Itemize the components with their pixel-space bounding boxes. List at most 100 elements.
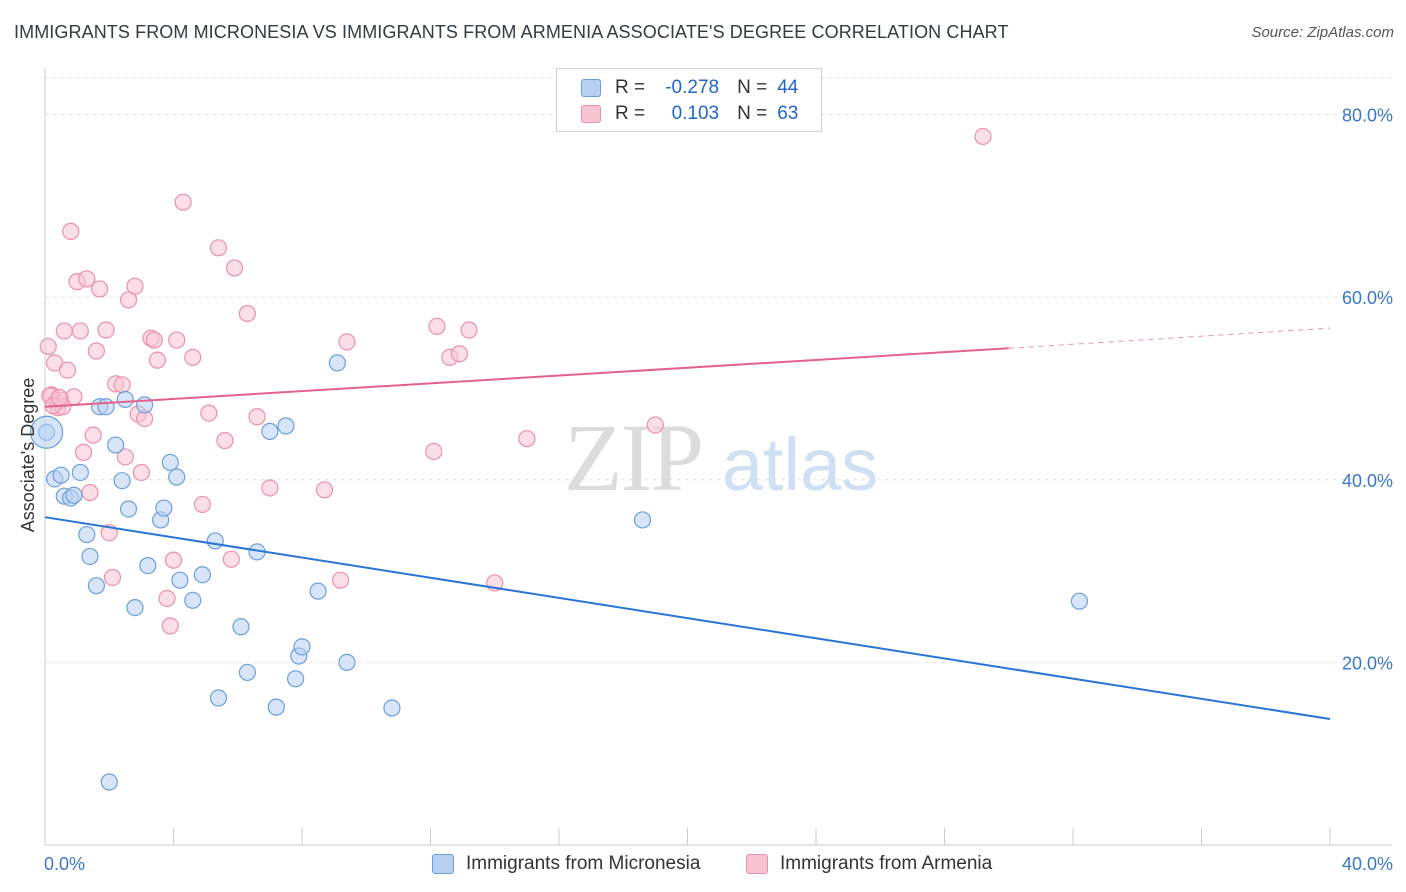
source-credit: Source: ZipAtlas.com <box>1251 24 1394 41</box>
armenia-point <box>91 280 109 298</box>
armenia-point <box>113 376 131 394</box>
micronesia-point <box>261 422 279 440</box>
micronesia-point <box>209 689 228 707</box>
armenia-point <box>174 193 192 211</box>
n-value-armenia: 63 <box>777 103 799 124</box>
micronesia-point <box>184 591 202 609</box>
armenia-point <box>145 331 163 349</box>
watermark: ZIP atlas <box>564 404 878 511</box>
r-label: R = <box>615 77 646 98</box>
r-label: R = <box>615 103 646 124</box>
y-tick-label: 80.0% <box>1342 106 1393 126</box>
legend-row-armenia: R = 0.103 N = 63 <box>581 102 798 126</box>
armenia-legend-swatch <box>746 854 768 874</box>
micronesia-point <box>126 598 144 617</box>
armenia-swatch <box>581 105 601 123</box>
correlation-legend: R = -0.278 N = 44 R = 0.103 N = 63 <box>556 68 822 132</box>
armenia-point <box>200 404 218 422</box>
y-axis-label: Associate's Degree <box>18 378 38 533</box>
armenia-point <box>646 416 664 434</box>
micronesia-swatch <box>581 79 601 97</box>
armenia-point <box>222 550 240 568</box>
micronesia-point <box>107 436 125 454</box>
armenia-point <box>148 351 167 369</box>
armenia-point <box>158 589 176 608</box>
micronesia-legend-swatch <box>432 854 454 874</box>
micronesia-point <box>113 472 131 490</box>
armenia-point <box>338 333 356 351</box>
armenia-point <box>71 322 89 340</box>
micronesia-point <box>238 663 256 682</box>
r-value-micronesia: -0.278 <box>665 77 720 98</box>
micronesia-point <box>155 499 173 517</box>
axes <box>44 68 1392 846</box>
micronesia-point <box>97 398 115 416</box>
series-micronesia-points <box>30 354 1089 791</box>
micronesia-point <box>52 466 70 484</box>
trend-lines <box>44 327 1331 720</box>
armenia-point <box>238 304 256 323</box>
micronesia-point <box>309 582 327 600</box>
chart-title: IMMIGRANTS FROM MICRONESIA VS IMMIGRANTS… <box>14 22 1009 42</box>
micronesia-point <box>286 670 305 688</box>
micronesia-legend-label: Immigrants from Micronesia <box>466 853 701 874</box>
armenia-point <box>216 431 234 450</box>
x-tick-label: 0.0% <box>44 854 85 874</box>
armenia-point <box>425 442 443 461</box>
armenia-point <box>261 479 279 497</box>
armenia-point <box>164 551 183 569</box>
legend-item-armenia: Immigrants from Armenia <box>746 852 992 876</box>
micronesia-point <box>277 417 295 435</box>
micronesia-point <box>232 618 250 636</box>
micronesia-point <box>116 390 134 409</box>
armenia-point <box>428 317 446 335</box>
watermark-atlas: atlas <box>722 423 878 506</box>
armenia-point <box>161 617 179 635</box>
armenia-point <box>209 239 228 257</box>
micronesia-point <box>633 511 652 529</box>
armenia-trend-line <box>44 347 1009 408</box>
micronesia-point <box>135 396 154 414</box>
micronesia-point <box>78 525 96 544</box>
micronesia-point <box>293 638 311 656</box>
micronesia-point <box>168 468 186 486</box>
armenia-point <box>974 127 992 146</box>
micronesia-point <box>161 453 179 472</box>
armenia-point <box>184 348 202 367</box>
micronesia-point <box>100 773 118 791</box>
armenia-point <box>39 337 57 356</box>
tick-labels: 20.0% 40.0% 60.0% 80.0% 0.0% 40.0% <box>44 106 1393 874</box>
armenia-point <box>116 448 134 466</box>
armenia-point <box>225 259 244 277</box>
y-tick-label: 20.0% <box>1342 653 1393 673</box>
micronesia-point <box>1070 592 1089 610</box>
armenia-point <box>518 430 536 448</box>
armenia-point <box>78 270 96 288</box>
series-armenia-points <box>39 127 992 635</box>
n-label: N = <box>737 77 768 98</box>
armenia-point <box>74 443 93 461</box>
armenia-point <box>248 408 266 426</box>
micronesia-point <box>71 463 89 482</box>
micronesia-point <box>206 532 224 550</box>
r-value-armenia: 0.103 <box>671 103 720 124</box>
micronesia-point <box>81 547 99 566</box>
armenia-point <box>103 568 122 587</box>
micronesia-point <box>119 500 138 518</box>
micronesia-point <box>65 486 83 504</box>
n-value-micronesia: 44 <box>777 77 799 98</box>
micronesia-point <box>193 566 212 584</box>
armenia-point <box>126 277 144 295</box>
armenia-point <box>62 222 80 240</box>
armenia-point <box>460 321 478 339</box>
x-tick-label: 40.0% <box>1342 854 1393 874</box>
armenia-legend-label: Immigrants from Armenia <box>780 853 993 874</box>
armenia-point <box>168 331 186 349</box>
armenia-point <box>193 495 212 514</box>
micronesia-point <box>383 699 401 717</box>
micronesia-point-large <box>30 415 64 449</box>
watermark-zip: ZIP <box>564 404 702 511</box>
armenia-point <box>58 361 77 379</box>
armenia-point <box>84 426 102 444</box>
